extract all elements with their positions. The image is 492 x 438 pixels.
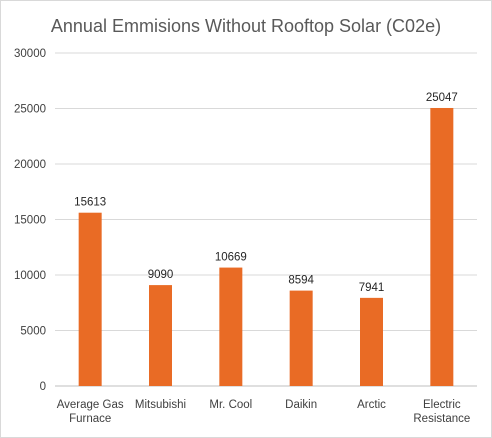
y-tick-label: 20000 — [14, 159, 46, 171]
bar — [219, 267, 243, 386]
bars — [78, 107, 454, 386]
data-label: 10669 — [215, 252, 247, 264]
bar — [289, 290, 313, 386]
data-label: 8594 — [288, 275, 314, 287]
x-tick-label: Electric Resistance — [413, 399, 470, 425]
y-tick-label: 30000 — [14, 48, 46, 60]
bar — [78, 212, 102, 386]
x-tick-label: Average Gas Furnace — [57, 399, 124, 425]
y-tick-label: 0 — [40, 381, 46, 393]
x-tick-label: Arctic — [357, 399, 386, 411]
bar — [430, 107, 454, 386]
x-axis-categories: Average Gas Furnace Mitsubishi Mr. Cool Daik… — [57, 399, 471, 425]
gridlines — [55, 52, 477, 387]
x-tick-label: Mitsubishi — [135, 399, 186, 411]
data-label: 15613 — [74, 197, 106, 209]
x-tick-label: Daikin — [285, 399, 317, 411]
y-tick-label: 5000 — [20, 326, 46, 338]
x-tick-label: Mr. Cool — [209, 399, 252, 411]
bar — [360, 297, 383, 386]
bar — [149, 285, 172, 386]
y-tick-label: 15000 — [14, 215, 46, 227]
data-label: 9090 — [148, 269, 174, 281]
data-label: 7941 — [359, 282, 385, 294]
data-label: 25047 — [426, 92, 458, 104]
data-labels: 15613 9090 10669 8594 7941 25047 — [74, 92, 458, 294]
y-axis-ticks: 0 5000 10000 15000 20000 25000 30000 — [14, 48, 46, 393]
chart-title: Annual Emmisions Without Rooftop Solar (… — [51, 16, 441, 36]
y-tick-label: 25000 — [14, 104, 46, 116]
y-tick-label: 10000 — [14, 270, 46, 282]
